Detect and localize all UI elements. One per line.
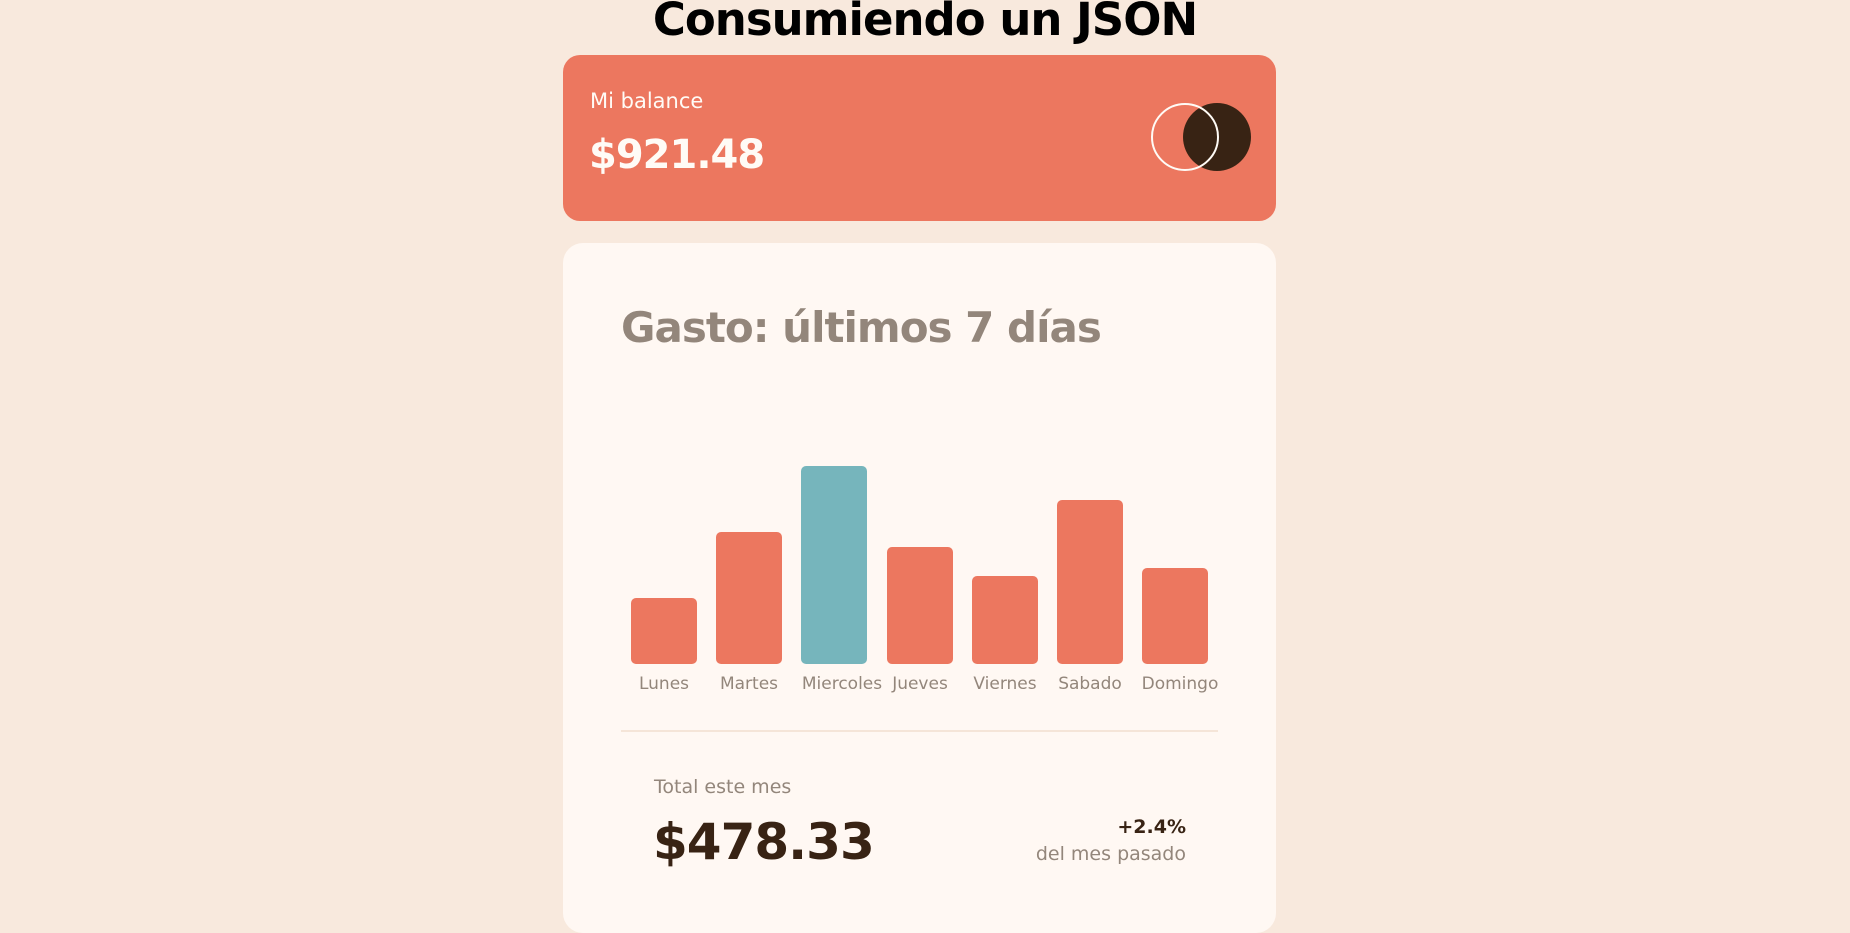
chart-bar-viernes[interactable] (972, 576, 1038, 664)
total-amount: $478.33 (653, 813, 875, 871)
divider (621, 730, 1218, 732)
chart-label-lunes: Lunes (638, 674, 690, 694)
spending-title: Gasto: últimos 7 días (621, 303, 1102, 352)
chart-bar-domingo[interactable] (1142, 568, 1208, 664)
chart-label-martes: Martes (719, 674, 779, 694)
change-label: del mes pasado (1035, 843, 1186, 865)
chart-bar-jueves[interactable] (887, 547, 953, 664)
chart-bar-miercoles[interactable] (801, 466, 867, 664)
chart-label-domingo: Domingo (1141, 674, 1219, 694)
chart-bar-lunes[interactable] (631, 598, 697, 664)
chart-label-jueves: Jueves (892, 674, 948, 694)
change-percent: +2.4% (1117, 816, 1186, 838)
logo-icon (1151, 103, 1252, 171)
chart-bar-martes[interactable] (716, 532, 782, 664)
logo-outline-circle (1151, 103, 1219, 171)
spending-chart: Lunes Martes Miercoles Jueves Viernes Sabado D… (563, 243, 1276, 703)
chart-label-miercoles: Miercoles (801, 674, 883, 694)
balance-amount: $921.48 (589, 132, 765, 178)
chart-label-sabado: Sabado (1058, 674, 1122, 694)
balance-label: Mi balance (590, 89, 704, 113)
total-label: Total este mes (654, 776, 792, 798)
page-title: Consumiendo un JSON (652, 0, 1198, 46)
spending-card: Gasto: últimos 7 días Lunes Martes Miercol… (563, 243, 1276, 933)
chart-label-viernes: Viernes (973, 674, 1037, 694)
balance-card: Mi balance $921.48 (563, 55, 1276, 221)
chart-bar-sabado[interactable] (1057, 500, 1123, 664)
